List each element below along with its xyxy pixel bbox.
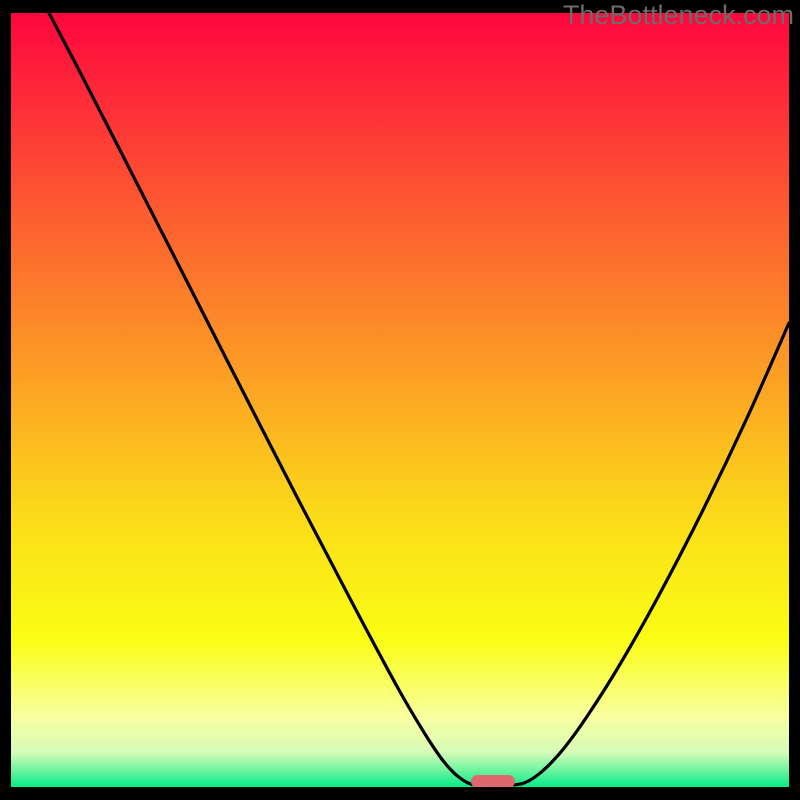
watermark-text: TheBottleneck.com: [563, 0, 794, 31]
plot-area: [11, 13, 789, 787]
chart-frame: { "watermark": { "text": "TheBottleneck.…: [0, 0, 800, 800]
curve-right-branch: [514, 323, 789, 785]
optimal-range-marker: [471, 775, 515, 788]
bottleneck-curve: [11, 13, 789, 787]
curve-left-branch: [49, 13, 475, 785]
